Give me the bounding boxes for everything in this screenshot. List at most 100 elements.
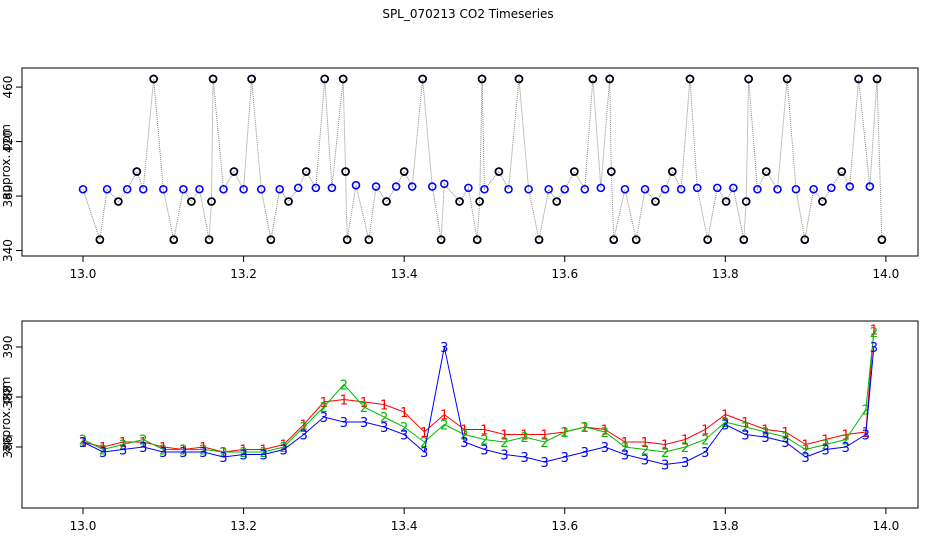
marker [534,235,544,244]
marker [524,184,533,194]
marker: 1 [641,436,649,451]
x-tick-label: 13.6 [551,519,578,533]
marker: 3 [681,456,689,471]
marker [179,184,188,194]
marker [514,74,524,84]
marker: 1 [661,439,669,454]
marker: 2 [380,411,388,426]
marker: 2 [500,436,508,451]
marker: 3 [199,446,207,461]
marker: 2 [561,426,569,441]
x-tick-label: 14.0 [873,267,900,281]
marker [753,184,762,194]
marker [382,197,391,206]
marker: 1 [801,439,809,454]
marker: 3 [541,456,549,471]
x-tick-label: 13.8 [712,267,739,281]
marker: 2 [139,434,147,449]
marker [338,74,348,84]
marker: 2 [701,434,709,449]
marker: 3 [179,446,187,461]
marker: 2 [842,434,850,449]
marker: 3 [79,436,87,451]
marker [169,235,179,244]
marker: 3 [621,449,629,464]
x-tick-label: 13.4 [391,519,418,533]
marker [204,235,214,244]
marker [480,184,489,194]
x-tick-label: 13.6 [551,267,578,281]
marker [651,197,660,206]
marker: 1 [99,441,107,456]
marker: 3 [500,449,508,464]
marker [247,74,256,84]
marker [327,183,337,193]
marker: 2 [360,401,368,416]
marker [102,184,112,194]
marker [660,184,670,194]
marker [407,182,417,191]
marker: 1 [300,419,308,434]
marker [826,183,836,193]
marker [872,74,882,84]
x-tick-label: 13.2 [230,519,257,533]
marker: 1 [460,424,468,439]
marker: 1 [280,439,288,454]
marker: 2 [219,446,227,461]
marker: 3 [340,416,348,431]
marker: 3 [239,449,247,464]
series-line [82,78,883,240]
marker: 3 [822,444,830,459]
marker [239,184,248,194]
marker: 2 [862,404,870,419]
marker: 3 [781,436,789,451]
marker [845,182,855,191]
marker [865,182,875,191]
marker: 3 [870,341,878,356]
marker [560,184,570,194]
marker [195,184,204,194]
marker: 1 [701,424,709,439]
marker: 1 [219,446,227,461]
marker [544,184,553,194]
marker [472,235,482,244]
marker: 2 [280,441,288,456]
marker [609,235,619,244]
marker [580,184,590,194]
marker [477,74,487,84]
marker: 2 [822,439,830,454]
marker [122,184,132,194]
marker: 3 [842,441,850,456]
x-tick-label: 13.8 [712,519,739,533]
marker [301,167,311,176]
marker: 3 [260,449,268,464]
marker: 3 [139,441,147,456]
marker: 3 [320,411,328,426]
marker [620,184,630,194]
marker [266,235,276,244]
series-line [82,331,875,453]
series [78,74,887,244]
marker [818,197,827,206]
marker: 1 [541,429,549,444]
marker [494,167,504,176]
marker [552,197,562,206]
marker [341,167,350,176]
marker [791,184,801,194]
series-line [82,346,875,466]
marker: 2 [520,431,528,446]
marker: 3 [119,444,127,459]
marker [207,197,216,206]
marker [399,167,409,176]
marker: 3 [801,451,809,466]
y-tick-label: 380 [1,185,15,208]
marker: 2 [440,419,448,434]
marker: 3 [380,421,388,436]
marker: 1 [581,421,589,436]
marker [596,183,606,193]
marker [837,167,847,176]
marker: 2 [79,434,87,449]
marker: 1 [500,429,508,444]
